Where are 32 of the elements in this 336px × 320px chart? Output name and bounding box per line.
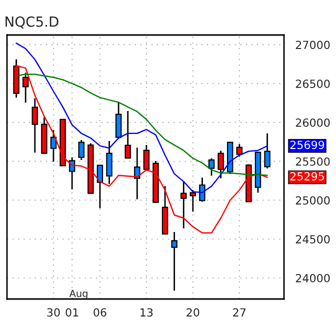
y-tick-label: 27000 [296, 40, 330, 50]
y-tick-label: 26000 [296, 118, 330, 127]
candlestick [190, 189, 196, 212]
candlestick [22, 72, 29, 104]
annotation: Aug [69, 290, 88, 299]
x-tick-label: 06 [94, 308, 106, 317]
x-tick-label: 13 [140, 308, 153, 317]
x-tick-label: 20 [186, 308, 200, 317]
text: 25699 [290, 140, 324, 150]
candlestick [124, 110, 131, 159]
candlestick [180, 180, 187, 230]
candlestick [143, 144, 150, 170]
candlestick [78, 139, 84, 161]
chart-title: NQC5.D [6, 16, 58, 28]
candlestick [199, 176, 206, 202]
y-tick-label: 25500 [296, 157, 330, 166]
candlestick [171, 231, 178, 292]
candlestick [115, 101, 122, 138]
x-tick-label: 01 [66, 308, 78, 317]
candlestick [208, 158, 215, 176]
y-tick-label: 24500 [296, 235, 330, 244]
candlestick [264, 132, 270, 170]
candlestick [236, 143, 242, 158]
candlestick [32, 98, 38, 154]
x-tick-label: 27 [233, 308, 246, 316]
y-tick-label: 24000 [296, 274, 330, 282]
candlestick [218, 150, 224, 180]
text: 25295 [290, 172, 324, 181]
candlestick [106, 140, 112, 185]
y-tick-label: 25000 [296, 196, 330, 205]
y-tick-label: 26500 [296, 80, 330, 88]
x-tick-label: 30 [47, 308, 60, 317]
